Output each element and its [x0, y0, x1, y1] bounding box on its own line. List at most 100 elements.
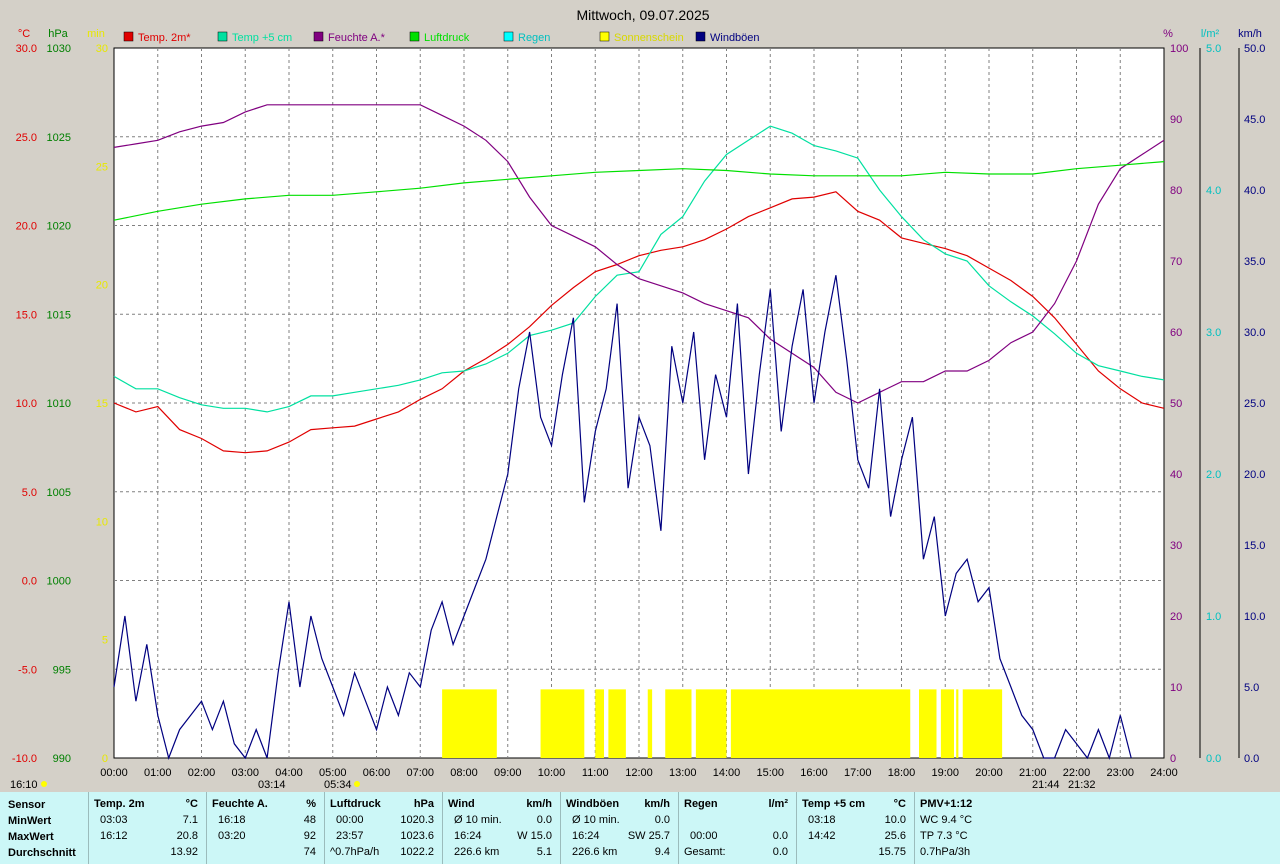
tick-rain_lm2: 4.0 — [1206, 185, 1221, 197]
weather-chart: 30.025.020.015.010.05.00.0-5.0-10.0°C103… — [10, 7, 1266, 791]
temp2m-max: 20.8 — [176, 830, 198, 842]
legend-label: Regen — [518, 32, 550, 44]
legend: Temp. 2m* Temp +5 cm Feuchte A.* Luftdruck R… — [123, 31, 760, 44]
sunshine-bar — [540, 689, 585, 758]
series-feuchte-a- — [113, 104, 1165, 404]
sunshine-bar — [647, 689, 653, 758]
x-tick-label: 15:00 — [756, 767, 784, 779]
stats-table: Sensor MinWert MaxWert Durchschnitt Temp… — [0, 792, 1280, 864]
unit-sunshine_min: min — [87, 28, 105, 40]
pressure-avg: 1022.2 — [400, 846, 434, 858]
tick-temp_c: 5.0 — [22, 487, 37, 499]
wind-unit: km/h — [526, 798, 552, 810]
tick-humidity_pct: 70 — [1170, 256, 1182, 268]
pressure-min-time: 00:00 — [336, 814, 364, 826]
col-humidity: Feuchte A. % 16:18 48 03:20 92 74 — [212, 792, 318, 864]
pressure-header: Luftdruck — [330, 798, 381, 810]
sunshine-bar — [442, 689, 497, 758]
pmv-dewpoint: TP 7.3 °C — [920, 830, 968, 842]
x-tick-label: 07:00 — [406, 767, 434, 779]
humidity-unit: % — [306, 798, 316, 810]
col-temp5: Temp +5 cm °C 03:18 10.0 14:42 25.6 15.7… — [802, 792, 908, 864]
tick-pressure_hpa: 995 — [53, 664, 71, 676]
tick-temp_c: 30.0 — [16, 43, 37, 55]
legend-swatch — [313, 31, 324, 42]
row-labels: Sensor MinWert MaxWert Durchschnitt — [8, 792, 88, 864]
sun-dot-icon — [41, 781, 47, 787]
col-pmv: PMV+1:12 WC 9.4 °C TP 7.3 °C 0.7hPa/3h — [920, 792, 1026, 864]
humidity-min-time: 16:18 — [218, 814, 246, 826]
legend-swatch — [123, 31, 134, 42]
temp5-unit: °C — [893, 798, 906, 810]
x-tick-label: 21:00 — [1019, 767, 1047, 779]
tick-temp_c: -10.0 — [12, 753, 37, 765]
tick-wind_kmh: 0.0 — [1244, 753, 1259, 765]
temp2m-avg: 13.92 — [170, 846, 198, 858]
series-windb-en — [113, 275, 1132, 760]
series-temp-2m- — [113, 191, 1165, 454]
tick-humidity_pct: 50 — [1170, 398, 1182, 410]
chart-title: Mittwoch, 09.07.2025 — [576, 7, 709, 23]
rain-max: 0.0 — [772, 830, 788, 842]
tick-wind_kmh: 30.0 — [1244, 327, 1265, 339]
tick-humidity_pct: 80 — [1170, 185, 1182, 197]
x-tick-label: 24:00 — [1150, 767, 1178, 779]
time-markers: 16:10 03:14 05:34 21:44 21:32 — [10, 779, 1096, 791]
gusts-min-label: Ø 10 min. — [572, 814, 620, 826]
temp2m-unit: °C — [185, 798, 198, 810]
x-tick-label: 02:00 — [188, 767, 216, 779]
x-tick-label: 23:00 — [1106, 767, 1134, 779]
legend-label: Feuchte A.* — [328, 32, 386, 44]
tick-wind_kmh: 5.0 — [1244, 682, 1259, 694]
legend-label: Sonnenschein — [614, 32, 684, 44]
temp2m-max-time: 16:12 — [100, 830, 128, 842]
x-tick-label: 11:00 — [582, 767, 609, 779]
tick-wind_kmh: 10.0 — [1244, 611, 1265, 623]
left-time-label: 16:10 — [10, 779, 38, 791]
legend-swatch — [503, 31, 514, 42]
tick-humidity_pct: 30 — [1170, 540, 1182, 552]
sunshine-bar — [695, 689, 727, 758]
sunshine-bar — [595, 689, 604, 758]
col-temp2m: Temp. 2m °C 03:03 7.1 16:12 20.8 13.92 — [94, 792, 200, 864]
tick-humidity_pct: 60 — [1170, 327, 1182, 339]
humidity-avg: 74 — [303, 846, 316, 858]
x-tick-label: 19:00 — [931, 767, 959, 779]
tick-wind_kmh: 45.0 — [1244, 114, 1265, 126]
x-tick-label: 13:00 — [669, 767, 697, 779]
gusts-header: Windböen — [566, 798, 620, 810]
tick-humidity_pct: 20 — [1170, 611, 1182, 623]
tick-temp_c: 25.0 — [16, 132, 37, 144]
x-tick-label: 04:00 — [275, 767, 303, 779]
row-label-avg: Durchschnitt — [8, 847, 76, 859]
row-label-sensor: Sensor — [8, 799, 46, 811]
x-tick-label: 01:00 — [144, 767, 172, 779]
temp5-header: Temp +5 cm — [802, 798, 866, 810]
sunrise-icon — [354, 781, 360, 787]
col-wind: Wind km/h Ø 10 min. 0.0 16:24 W 15.0 226… — [448, 792, 554, 864]
temp2m-min-time: 03:03 — [100, 814, 128, 826]
tick-rain_lm2: 2.0 — [1206, 469, 1221, 481]
x-tick-label: 09:00 — [494, 767, 522, 779]
sunshine-bar — [940, 689, 954, 758]
sunshine-bar — [962, 689, 1003, 758]
pressure-trend: ^0.7hPa/h — [330, 846, 380, 858]
rain-total-label: Gesamt: — [684, 846, 726, 858]
row-label-max: MaxWert — [8, 831, 54, 843]
col-rain: Regen l/m² 00:00 0.0 Gesamt: 0.0 — [684, 792, 790, 864]
tick-pressure_hpa: 1005 — [47, 487, 71, 499]
unit-wind_kmh: km/h — [1238, 28, 1262, 40]
pressure-max: 1023.6 — [400, 830, 434, 842]
legend-label: Windböen — [710, 32, 760, 44]
tick-sunshine_min: 10 — [96, 516, 108, 528]
sunshine-bars — [442, 689, 1003, 758]
gusts-unit: km/h — [644, 798, 670, 810]
tick-pressure_hpa: 1000 — [47, 576, 71, 588]
tick-rain_lm2: 5.0 — [1206, 43, 1221, 55]
tick-sunshine_min: 5 — [102, 635, 108, 647]
tick-rain_lm2: 1.0 — [1206, 611, 1221, 623]
sunshine-bar — [919, 689, 937, 758]
tick-pressure_hpa: 1030 — [47, 43, 71, 55]
legend-label: Luftdruck — [424, 32, 470, 44]
gusts-max-time: 16:24 — [572, 830, 600, 842]
